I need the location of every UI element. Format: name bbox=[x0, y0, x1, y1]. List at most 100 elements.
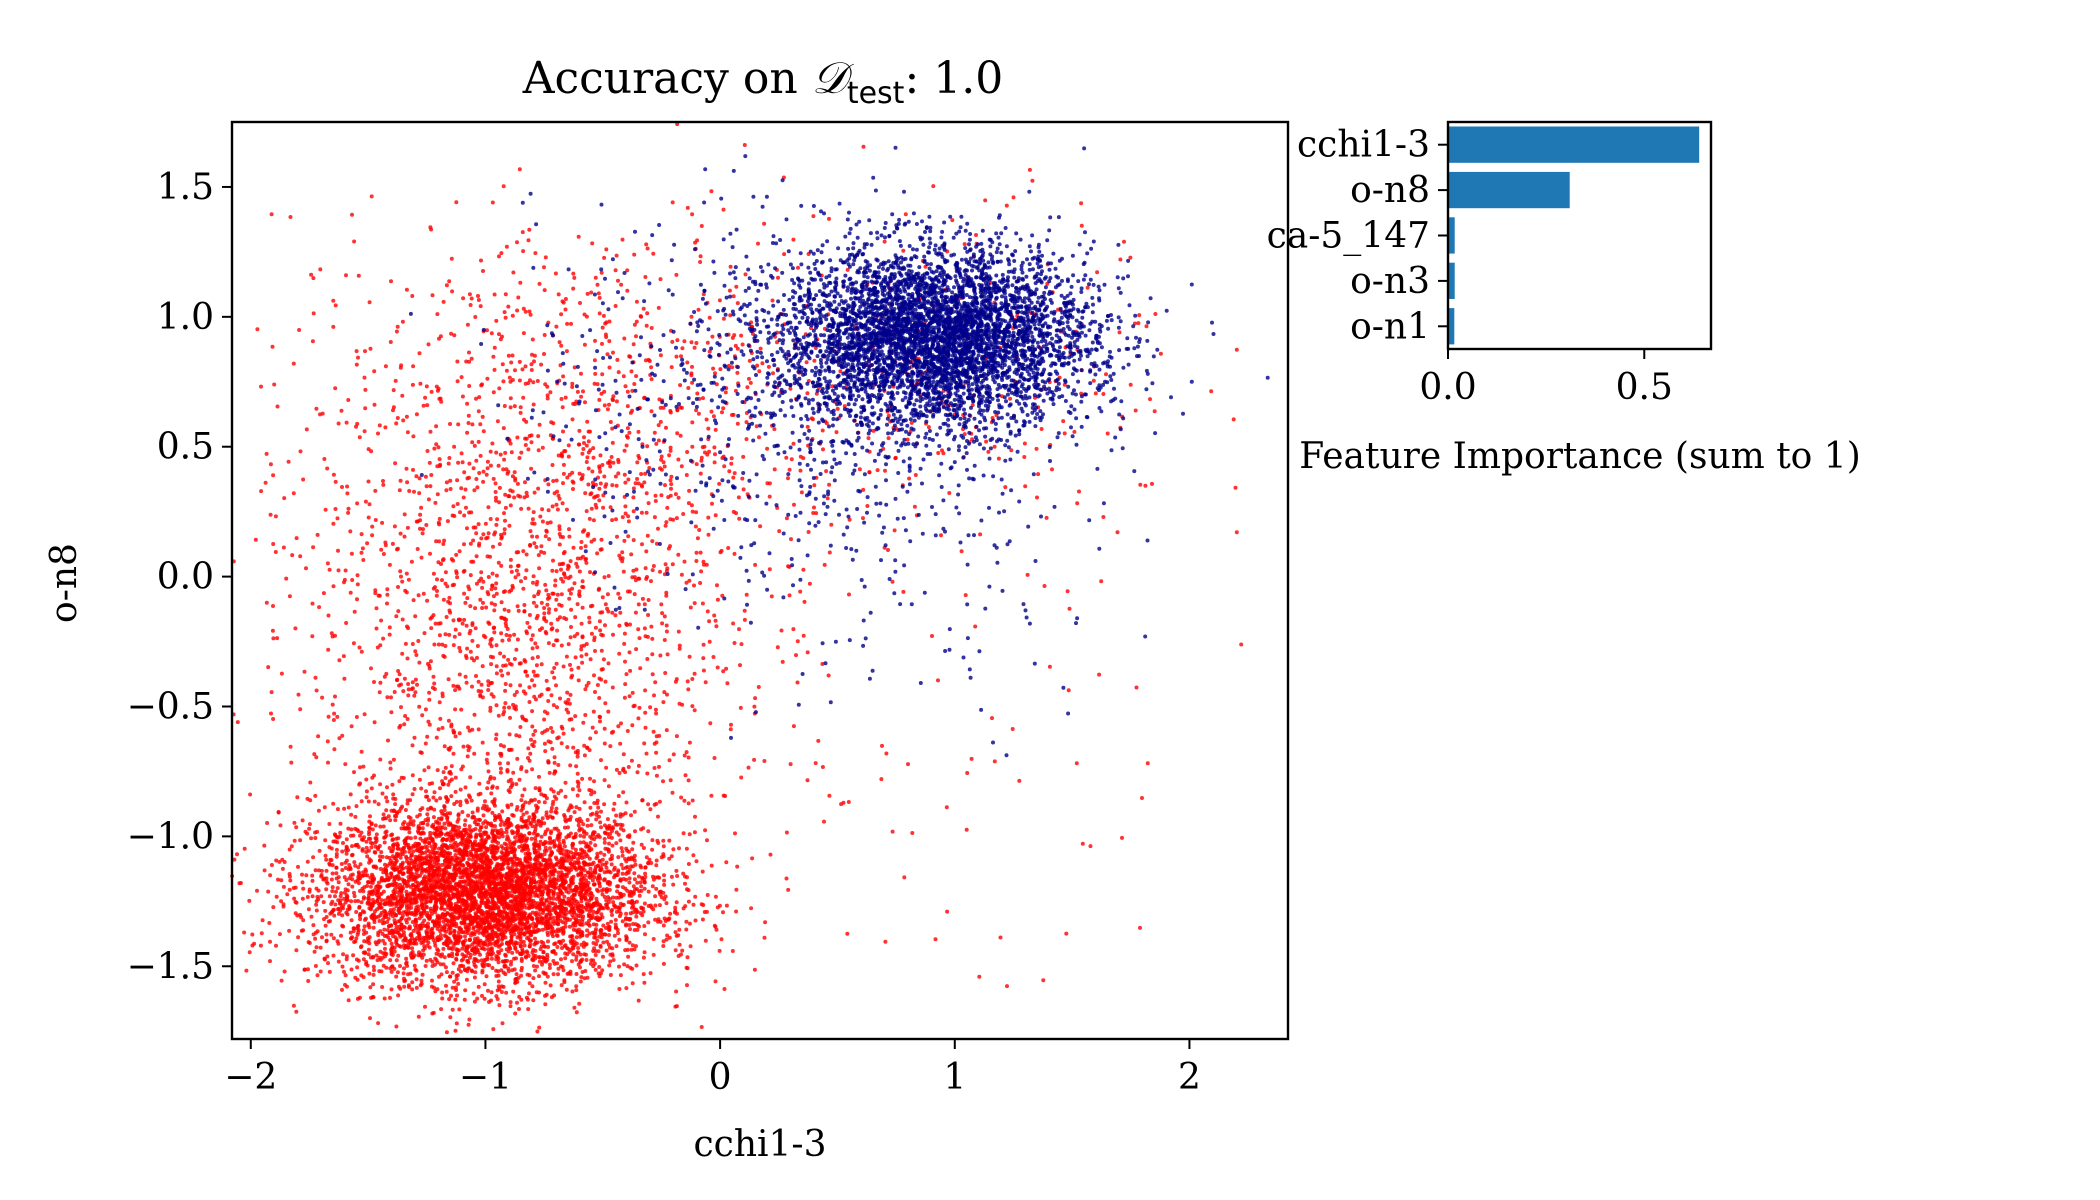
scatter-point bbox=[624, 923, 628, 928]
scatter-point bbox=[490, 828, 495, 833]
scatter-point bbox=[681, 831, 686, 836]
scatter-point bbox=[265, 821, 270, 825]
scatter-point bbox=[640, 913, 645, 918]
scatter-point bbox=[404, 854, 409, 859]
scatter-point bbox=[473, 915, 478, 920]
scatter-point bbox=[399, 922, 404, 927]
scatter-point bbox=[564, 874, 569, 879]
scatter-point bbox=[423, 874, 427, 879]
scatter-point bbox=[634, 887, 639, 891]
scatter-point bbox=[432, 895, 437, 900]
scatter-point bbox=[411, 849, 416, 854]
scatter-point bbox=[634, 907, 639, 912]
scatter-point bbox=[594, 910, 599, 915]
scatter-point bbox=[294, 1009, 299, 1014]
scatter-point bbox=[423, 861, 428, 866]
scatter-point bbox=[524, 810, 529, 815]
scatter-point bbox=[559, 788, 564, 793]
scatter-point bbox=[441, 946, 446, 951]
scatter-point bbox=[539, 834, 544, 839]
scatter-point bbox=[600, 932, 605, 937]
scatter-point bbox=[611, 958, 616, 962]
scatter-point bbox=[372, 968, 376, 973]
scatter-point bbox=[503, 889, 508, 894]
scatter-point bbox=[391, 934, 395, 939]
scatter-point bbox=[354, 804, 359, 809]
scatter-point bbox=[442, 868, 446, 873]
scatter-point bbox=[488, 858, 493, 863]
scatter-point bbox=[454, 952, 459, 957]
scatter-point bbox=[371, 982, 376, 987]
scatter-point bbox=[615, 884, 620, 889]
scatter-point bbox=[500, 851, 505, 856]
scatter-point bbox=[428, 884, 433, 889]
scatter-point bbox=[314, 908, 319, 913]
scatter-point bbox=[428, 830, 433, 835]
scatter-point bbox=[381, 889, 386, 894]
scatter-point bbox=[550, 949, 555, 954]
scatter-point bbox=[604, 948, 609, 953]
scatter-point bbox=[398, 806, 403, 811]
scatter-point bbox=[544, 898, 549, 903]
scatter-point bbox=[382, 927, 387, 932]
scatter-point bbox=[512, 967, 517, 972]
scatter-point bbox=[367, 971, 372, 976]
scatter-point bbox=[454, 858, 458, 863]
scatter-point bbox=[662, 878, 667, 883]
scatter-point bbox=[266, 889, 271, 894]
scatter-point bbox=[510, 879, 515, 884]
scatter-point bbox=[653, 894, 658, 899]
scatter-point bbox=[533, 968, 538, 973]
scatter-point bbox=[250, 943, 255, 948]
scatter-point bbox=[300, 818, 305, 823]
scatter-point bbox=[597, 858, 602, 863]
scatter-point bbox=[541, 950, 546, 955]
scatter-point bbox=[346, 882, 351, 887]
scatter-point bbox=[443, 826, 448, 831]
scatter-point bbox=[324, 857, 329, 862]
scatter-point bbox=[532, 846, 537, 851]
scatter-point bbox=[430, 959, 435, 964]
scatter-point bbox=[486, 947, 491, 952]
scatter-point bbox=[594, 903, 599, 908]
scatter-point bbox=[463, 925, 468, 929]
scatter-point bbox=[330, 871, 335, 876]
scatter-point bbox=[366, 921, 371, 926]
scatter-point bbox=[311, 855, 316, 860]
scatter-point bbox=[429, 893, 434, 898]
scatter-point bbox=[524, 954, 528, 959]
scatter-point bbox=[376, 1021, 381, 1026]
scatter-point bbox=[262, 868, 267, 873]
scatter-point bbox=[366, 947, 371, 952]
scatter-point bbox=[508, 885, 513, 890]
scatter-point bbox=[387, 861, 392, 866]
scatter-point bbox=[303, 829, 308, 834]
scatter-point bbox=[440, 838, 445, 843]
scatter-point bbox=[555, 933, 560, 938]
scatter-point bbox=[529, 898, 533, 903]
scatter-point bbox=[593, 953, 598, 957]
scatter-point bbox=[400, 852, 405, 857]
scatter-point bbox=[508, 785, 513, 790]
scatter-point bbox=[343, 887, 348, 892]
scatter-point bbox=[352, 890, 356, 895]
scatter-point bbox=[585, 823, 590, 828]
scatter-point bbox=[537, 1025, 542, 1030]
scatter-point bbox=[643, 932, 647, 937]
scatter-point bbox=[362, 895, 366, 900]
scatter-point bbox=[625, 870, 630, 874]
scatter-point bbox=[355, 977, 360, 982]
scatter-point bbox=[388, 818, 393, 823]
scatter-point bbox=[631, 856, 636, 861]
scatter-point bbox=[579, 878, 584, 883]
scatter-point bbox=[595, 851, 600, 856]
scatter-point bbox=[428, 860, 433, 864]
scatter-point bbox=[376, 895, 381, 900]
scatter-point bbox=[563, 921, 568, 926]
scatter-point bbox=[388, 896, 393, 901]
scatter-point bbox=[540, 916, 545, 921]
scatter-point bbox=[414, 848, 419, 853]
scatter-point bbox=[580, 910, 584, 914]
scatter-point bbox=[353, 899, 358, 904]
scatter-point bbox=[405, 892, 410, 897]
